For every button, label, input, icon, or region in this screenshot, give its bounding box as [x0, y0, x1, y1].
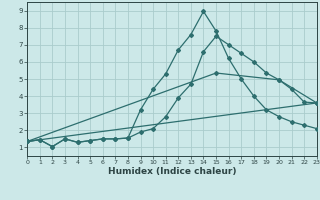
X-axis label: Humidex (Indice chaleur): Humidex (Indice chaleur) [108, 167, 236, 176]
